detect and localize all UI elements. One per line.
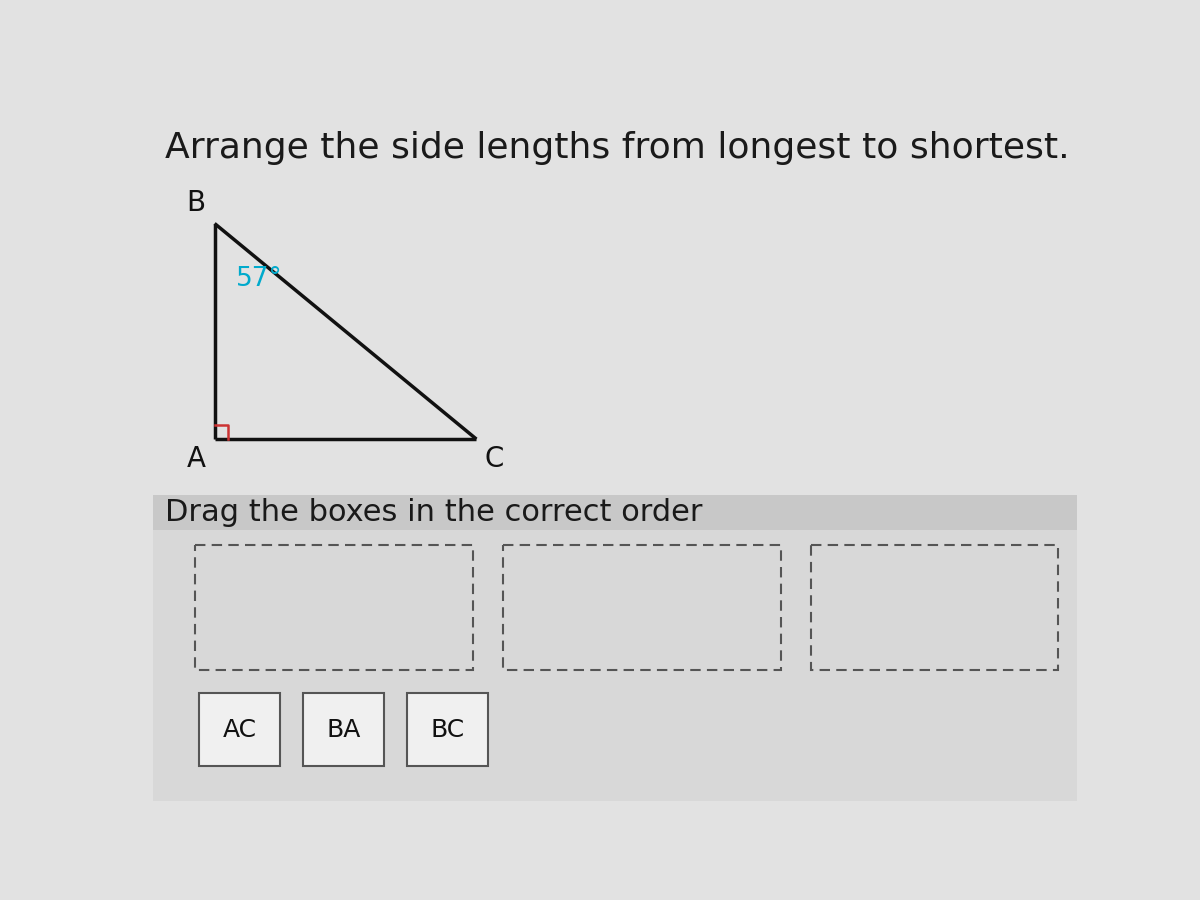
- Bar: [154, 495, 1078, 530]
- Bar: [199, 693, 280, 767]
- Text: BA: BA: [326, 718, 361, 742]
- Text: A: A: [186, 446, 205, 473]
- Text: B: B: [186, 189, 205, 217]
- Text: Arrange the side lengths from longest to shortest.: Arrange the side lengths from longest to…: [164, 131, 1069, 165]
- Text: C: C: [484, 446, 504, 473]
- Text: 57°: 57°: [236, 266, 283, 292]
- Bar: [304, 693, 384, 767]
- Text: Drag the boxes in the correct order: Drag the boxes in the correct order: [164, 498, 702, 527]
- Bar: [196, 545, 473, 670]
- Bar: [811, 545, 1057, 670]
- Text: AC: AC: [223, 718, 257, 742]
- Bar: [407, 693, 488, 767]
- Bar: [154, 108, 1078, 495]
- Bar: [154, 530, 1078, 801]
- Bar: [503, 545, 780, 670]
- Text: BC: BC: [431, 718, 464, 742]
